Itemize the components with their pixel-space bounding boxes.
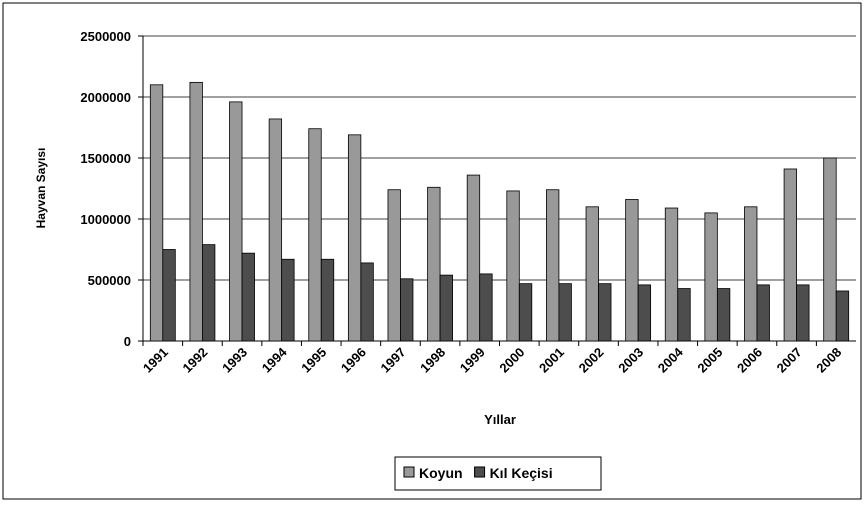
y-tick-label: 2000000 <box>80 90 131 105</box>
bar <box>744 206 758 342</box>
bar <box>598 283 612 342</box>
bar <box>677 288 691 342</box>
bar <box>783 168 797 342</box>
y-tick-label: 1000000 <box>80 212 131 227</box>
bar <box>281 258 295 342</box>
y-tick-label: 1500000 <box>80 151 131 166</box>
bar <box>308 128 322 342</box>
bar <box>518 283 533 342</box>
y-tick-label: 500000 <box>88 273 131 288</box>
bar <box>268 118 283 342</box>
bar <box>400 278 414 342</box>
bar <box>162 249 176 342</box>
bar <box>439 274 453 342</box>
legend-swatch <box>474 466 486 478</box>
bar <box>229 101 243 342</box>
bar <box>347 134 362 342</box>
bar <box>796 284 810 342</box>
bar <box>202 244 216 342</box>
bar <box>637 284 652 342</box>
legend <box>394 456 602 491</box>
bar <box>756 284 770 342</box>
bar <box>506 190 520 342</box>
y-tick-label: 0 <box>124 334 131 349</box>
bar <box>427 186 441 342</box>
bar <box>664 207 679 342</box>
bar <box>558 283 572 342</box>
bar <box>479 273 493 342</box>
legend-label: Koyun <box>419 465 463 481</box>
bar <box>823 157 837 342</box>
y-tick-label: 2500000 <box>80 29 131 44</box>
bar <box>704 212 718 342</box>
bar <box>546 189 560 342</box>
bar <box>189 81 203 342</box>
bar <box>241 252 255 342</box>
bar <box>716 288 731 342</box>
y-axis-title: Hayvan Sayısı <box>34 148 48 229</box>
bar <box>360 262 374 342</box>
bar <box>149 84 164 342</box>
bar <box>466 174 481 342</box>
bar <box>320 258 335 342</box>
x-axis-title: Yıllar <box>484 412 516 427</box>
bar <box>387 189 401 342</box>
legend-swatch <box>403 466 415 478</box>
bar <box>835 290 850 342</box>
bar <box>585 206 599 342</box>
bar <box>625 199 639 342</box>
legend-label: Kıl Keçisi <box>490 465 553 481</box>
